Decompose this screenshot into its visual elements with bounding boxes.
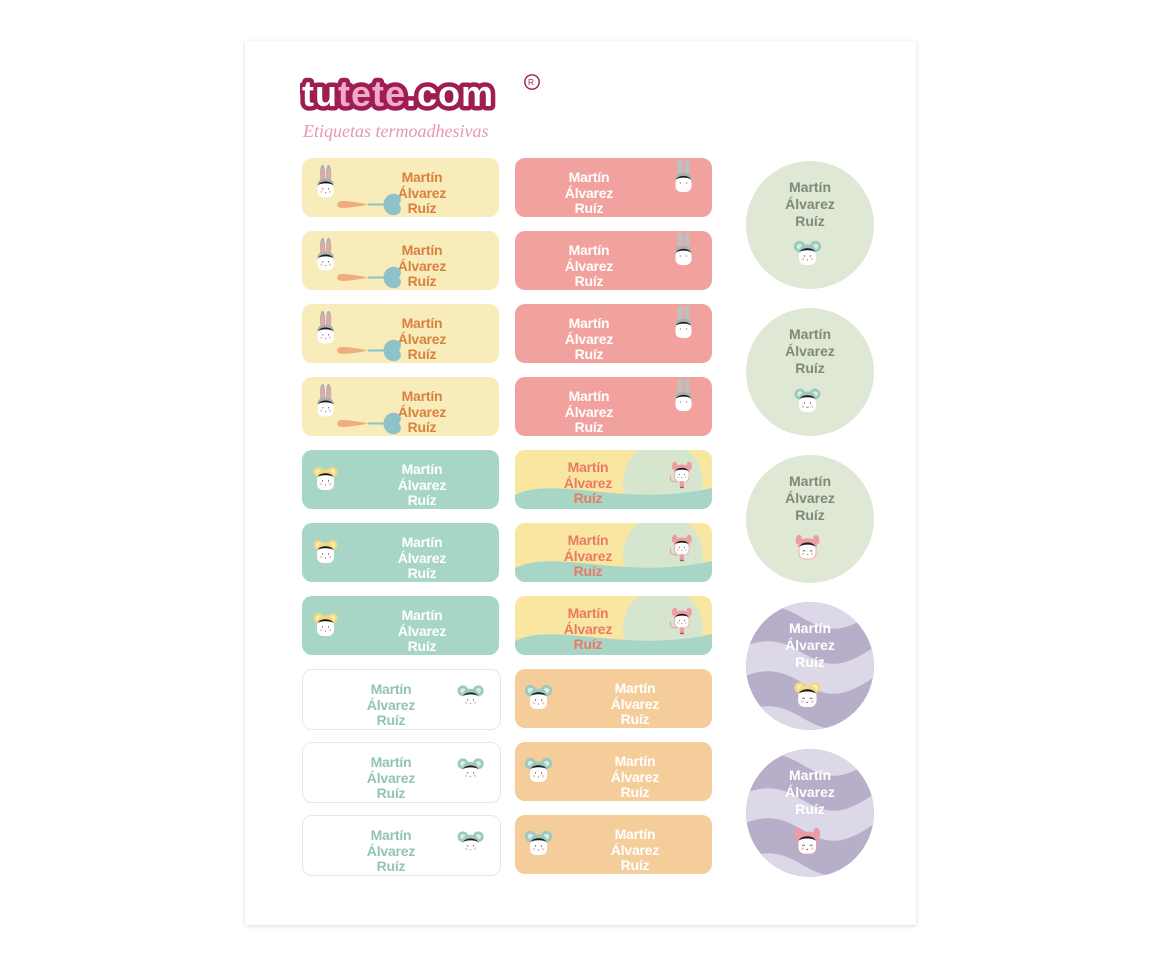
- svg-text:tutete.com: tutete.com: [302, 74, 494, 114]
- svg-text:R: R: [528, 78, 534, 87]
